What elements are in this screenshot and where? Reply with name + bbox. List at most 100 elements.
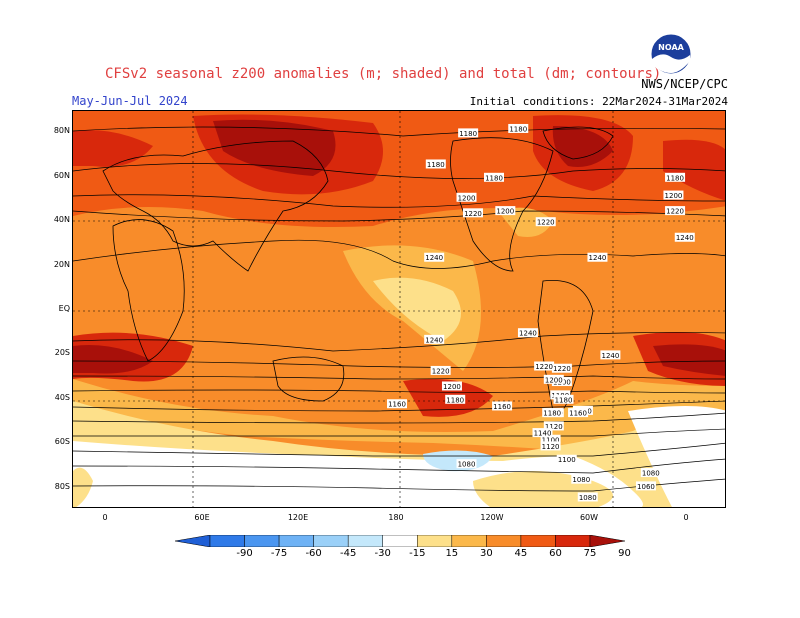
contour-label-text: 1160 <box>569 410 587 418</box>
contour-label-bg <box>535 217 556 227</box>
contour-label-text: 1200 <box>545 376 563 384</box>
contour-label-bg <box>430 365 451 375</box>
contour-label-bg <box>674 232 695 242</box>
contour-label: 1180 <box>458 128 479 138</box>
colorbar <box>175 535 625 547</box>
greenland-outline <box>542 126 614 160</box>
contour-label-bg <box>577 492 598 502</box>
contour-label: 1180 <box>508 123 529 133</box>
contour-label-text: 1080 <box>642 470 660 478</box>
longitude-label: 120E <box>287 513 309 522</box>
contour-label-text: 1100 <box>558 456 576 464</box>
contour-label-bg <box>568 408 589 418</box>
contour-label-text: 1240 <box>425 336 443 344</box>
contour-label-bg <box>665 206 686 216</box>
contour-label-text: 1180 <box>485 174 503 182</box>
contour-label: 1060 <box>635 481 656 491</box>
anomaly-sh-core-1 <box>73 345 153 374</box>
contour-label: 1100 <box>540 434 561 444</box>
contour-label: 1240 <box>600 350 621 360</box>
contour-label: 1160 <box>568 408 589 418</box>
contour-label: 1220 <box>462 208 483 218</box>
contour-label: 1200 <box>495 206 516 216</box>
contour-1180-s <box>73 389 725 394</box>
contour-label-bg <box>441 381 462 391</box>
contour-1240-s <box>73 332 725 352</box>
colorbar-swatch <box>486 535 522 547</box>
latitude-label: 40N <box>53 215 70 224</box>
anomaly-nh-core-6 <box>663 139 725 201</box>
colorbar-swatch <box>555 535 591 547</box>
contour-label: 1180 <box>425 159 446 169</box>
contour-label-bg <box>492 401 513 411</box>
contour-1080-s <box>73 458 725 474</box>
latitude-label: 80S <box>54 482 70 491</box>
forecast-period: May-Jun-Jul 2024 <box>72 94 188 108</box>
contour-label-text: 1080 <box>458 461 476 469</box>
colorbar-swatch <box>417 535 453 547</box>
contour-1120-s <box>73 428 725 437</box>
contour-label: 1180 <box>542 408 563 418</box>
colorbar-tick-label: 90 <box>618 548 631 559</box>
anomaly-trop-pacific-light <box>373 277 461 341</box>
contour-label-bg <box>425 159 446 169</box>
contour-label: 1220 <box>551 363 572 373</box>
contour-label: 1200 <box>441 381 462 391</box>
latitude-label: 20S <box>54 348 70 357</box>
contour-label-bg <box>542 408 563 418</box>
colorbar-swatch <box>209 535 245 547</box>
longitude-label: 60E <box>194 513 210 522</box>
contour-label-text: 1220 <box>464 210 482 218</box>
contour-1160-s <box>73 400 725 412</box>
contour-1180-n2 <box>73 163 725 179</box>
colorbar-swatch <box>313 535 349 547</box>
colorbar-swatch <box>278 535 314 547</box>
colorbar-tick-label: -60 <box>305 548 322 559</box>
contour-label-text: 1100 <box>542 436 560 444</box>
contour-label-bg <box>534 361 555 371</box>
colorbar-tick-label: -30 <box>374 548 391 559</box>
contour-labels: 1180 1180 1200 1220 1240 1240 1220 1200 1180 1160… <box>387 123 695 502</box>
longitude-label: 0 <box>102 513 108 522</box>
chart-title: CFSv2 seasonal z200 anomalies (m; shaded… <box>105 66 662 82</box>
map-canvas: 1180 1180 1200 1220 1240 1240 1220 1200 1180 1160… <box>73 111 725 507</box>
contour-label-bg <box>553 394 574 404</box>
anomaly-map: 1180 1180 1200 1220 1240 1240 1220 1200 1180 1160… <box>72 110 726 508</box>
contour-label-text: 1240 <box>676 234 694 242</box>
anomaly-nh-core-2 <box>213 119 336 176</box>
contour-label-bg <box>665 172 686 182</box>
colorbar-swatch <box>244 535 280 547</box>
anomaly-sh-core-2 <box>653 344 725 376</box>
contour-label-bg <box>387 399 407 409</box>
anomaly-south-atlantic-neutral <box>628 406 725 507</box>
contour-label: 1140 <box>532 428 553 438</box>
latitude-label: 60N <box>53 171 70 180</box>
contour-label-text: 1180 <box>427 161 445 169</box>
anomaly-sw-light <box>73 467 93 507</box>
contour-label-text: 1220 <box>666 208 684 216</box>
contour-label-bg <box>424 334 445 344</box>
colorbar-arrow-high <box>589 535 625 547</box>
contour-label: 1220 <box>430 365 451 375</box>
contour-label-text: 1240 <box>519 330 537 338</box>
anomaly-sh-yellow-band <box>73 379 725 451</box>
colorbar-tick-label: 15 <box>445 548 459 559</box>
contour-1200-n <box>73 194 725 208</box>
contour-label: 1080 <box>456 459 477 469</box>
north-america-outline <box>450 137 554 272</box>
contour-label: 1120 <box>543 421 564 431</box>
colorbar-tick-label: -45 <box>340 548 357 559</box>
colorbar-swatch <box>520 535 556 547</box>
contour-label-text: 1060 <box>637 483 655 491</box>
contour-label-bg <box>456 192 477 202</box>
contour-label-bg <box>543 374 564 384</box>
longitude-label: 120W <box>480 513 504 522</box>
contour-label-text: 1080 <box>579 494 597 502</box>
contour-label: 1180 <box>665 172 686 182</box>
colorbar-swatch <box>451 535 487 547</box>
latitude-label: 60S <box>54 437 70 446</box>
contour-label-bg <box>532 428 553 438</box>
contour-label-bg <box>462 208 483 218</box>
contour-1220-n <box>73 210 725 222</box>
contour-label-text: 1200 <box>665 192 683 200</box>
